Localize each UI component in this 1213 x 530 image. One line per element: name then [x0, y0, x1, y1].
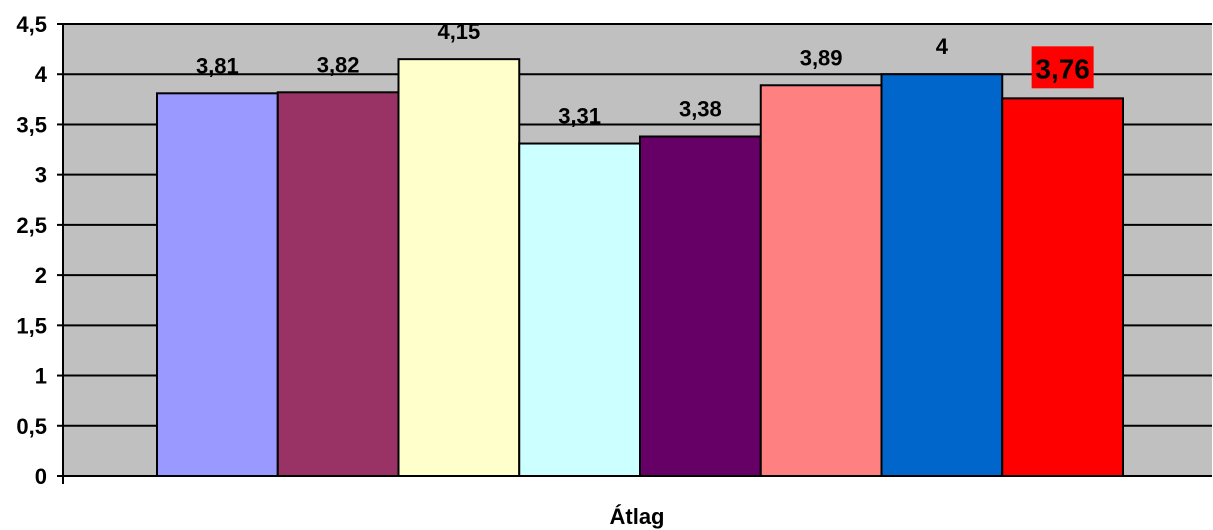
- data-labels: 3,81 3,82 4,15 3,31 3,38 3,89 4 3,76: [196, 19, 1094, 129]
- data-label: 4,15: [437, 19, 480, 44]
- bar: [518, 142, 641, 477]
- data-label: 3,31: [558, 104, 601, 129]
- bar: [639, 135, 762, 477]
- bar: [156, 92, 279, 477]
- data-label: 3,82: [317, 52, 360, 77]
- y-tick-label: 3: [35, 163, 47, 188]
- data-label: 4: [936, 34, 949, 59]
- data-label: 3,89: [800, 45, 843, 70]
- y-tick-label: 1: [35, 364, 47, 389]
- y-tick-label: 0,5: [16, 414, 47, 439]
- bars: [156, 58, 1124, 478]
- bar: [880, 73, 1004, 477]
- y-tick-label: 3,5: [16, 112, 47, 137]
- data-label: 3,38: [679, 96, 722, 121]
- data-label: 3,81: [196, 53, 239, 78]
- y-tick-label: 4: [35, 62, 48, 87]
- bar: [759, 84, 883, 477]
- y-tick-label: 0: [35, 464, 47, 489]
- y-tick-label: 4,5: [16, 12, 47, 37]
- x-axis-label: Átlag: [610, 504, 665, 529]
- bar: [397, 58, 521, 478]
- bar: [1001, 97, 1124, 477]
- bar: [276, 91, 400, 478]
- y-tick-label: 2,5: [16, 213, 47, 238]
- data-label-highlight-box: [1031, 46, 1094, 89]
- data-label: 3,76: [1035, 53, 1090, 84]
- y-tick-label: 1,5: [16, 313, 47, 338]
- y-tick-label: 2: [35, 263, 47, 288]
